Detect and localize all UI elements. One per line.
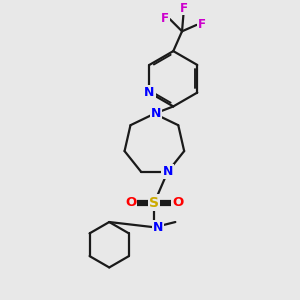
Text: O: O — [125, 196, 136, 209]
Text: N: N — [151, 107, 161, 120]
Text: O: O — [172, 196, 184, 209]
Text: N: N — [144, 86, 154, 99]
Text: N: N — [153, 221, 163, 234]
Text: S: S — [149, 196, 159, 209]
Text: F: F — [179, 2, 188, 14]
Text: N: N — [162, 165, 173, 178]
Text: F: F — [161, 12, 169, 25]
Text: F: F — [198, 18, 206, 32]
